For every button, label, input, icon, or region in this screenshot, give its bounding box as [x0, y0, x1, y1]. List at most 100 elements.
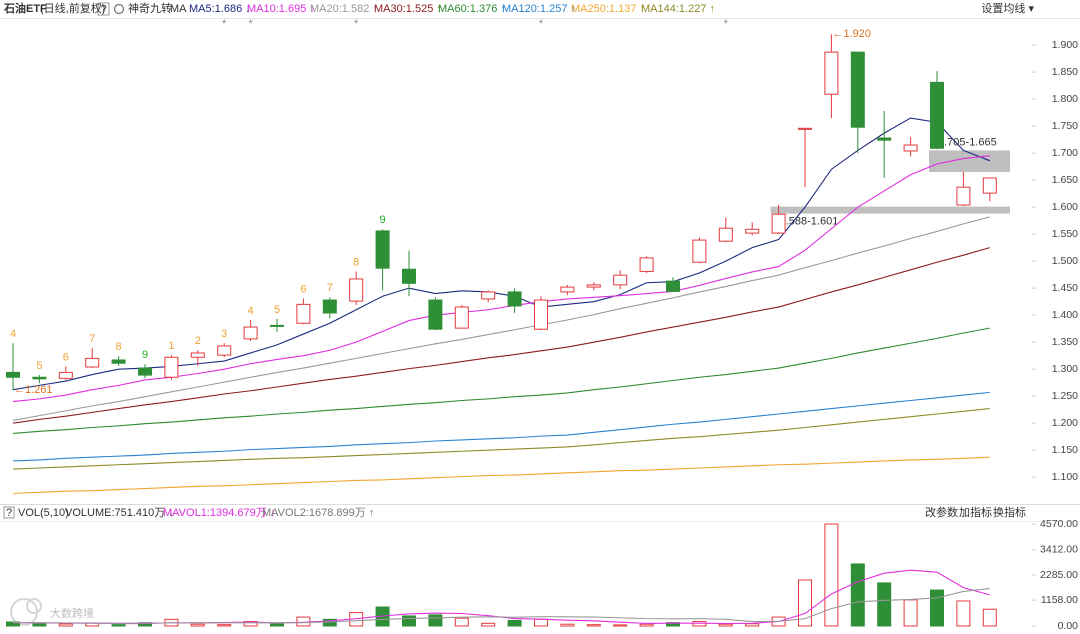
candle-body [798, 127, 812, 130]
y-tick-label: 1158.00 [1041, 594, 1078, 606]
legend-entry: MA10:1.695 ↑ [247, 3, 315, 15]
y-tick-label: 1.550 [1052, 228, 1078, 240]
td-label: 9 [380, 214, 386, 226]
y-tick-label: 1.700 [1052, 147, 1078, 159]
candle-body [692, 239, 707, 263]
candle-body [824, 51, 839, 95]
volume-bar [454, 617, 469, 627]
candle-body [613, 274, 628, 286]
td-label: 1 [168, 340, 174, 352]
candle-body [903, 144, 918, 152]
indicator-label: 神奇九转 [128, 1, 172, 15]
volume-title: VOL(5,10) [18, 507, 69, 519]
candle-body [375, 230, 390, 269]
extreme-label: ←1.920 [832, 28, 871, 40]
candle-body [560, 286, 575, 293]
price-zone [929, 150, 1010, 173]
y-tick-label: 1.150 [1052, 444, 1078, 456]
marker-star: * [248, 18, 253, 30]
volume-bar [58, 623, 73, 627]
candle-body [6, 371, 20, 378]
ma-line [12, 216, 990, 422]
candle-body [507, 291, 522, 307]
marker-star: * [724, 18, 729, 30]
y-tick-label: 1.250 [1052, 390, 1078, 402]
volume-bar [270, 623, 284, 627]
candle-body [982, 177, 997, 194]
y-tick-label: 1.200 [1052, 417, 1078, 429]
legend-entry: VOLUME:751.410万 ↓ [65, 507, 174, 519]
y-tick-label: 1.750 [1052, 120, 1078, 132]
volume-bar [428, 614, 443, 627]
help-box[interactable] [97, 2, 110, 16]
candle-body [534, 299, 548, 330]
legend-entry: MA144:1.227 ↑ [641, 3, 715, 15]
volume-bar [560, 623, 575, 627]
volume-bar [586, 624, 601, 627]
candle-body [718, 227, 733, 242]
candle-body [349, 278, 364, 302]
td-label: 9 [142, 349, 148, 361]
ma-line [12, 408, 990, 470]
candle-body [454, 306, 469, 329]
volume-bar [903, 599, 918, 627]
legend-entry: MA5:1.686 ↓ [189, 3, 251, 15]
ma-line [12, 391, 990, 462]
candle-body [745, 228, 760, 234]
help[interactable]: ? [6, 507, 12, 519]
candle-body [138, 367, 152, 376]
chart-subtitle: (日线,前复权) [40, 1, 105, 15]
y-tick-label: 3412.00 [1040, 544, 1078, 556]
settings-icon[interactable] [113, 3, 125, 15]
td-label: 5 [36, 360, 42, 372]
candle-body [481, 291, 496, 300]
y-tick-label: 4570.00 [1040, 518, 1078, 530]
y-tick-label: 0.00 [1058, 620, 1079, 632]
y-tick-label: 1.600 [1052, 201, 1078, 213]
toolbar-button[interactable]: 加指标 [959, 505, 992, 519]
volume-bar [824, 523, 839, 627]
td-label: 7 [89, 333, 95, 345]
marker-star: * [539, 18, 544, 30]
chart-title: 石油ETF [3, 1, 47, 15]
y-tick-label: 2285.00 [1040, 569, 1078, 581]
candle-body [956, 186, 971, 206]
candle-body [402, 268, 416, 284]
y-tick-label: 1.650 [1052, 174, 1078, 186]
volume-bar [639, 623, 654, 627]
candle-body [190, 352, 205, 358]
ma-label: MA [170, 3, 187, 15]
td-label: 2 [195, 335, 201, 347]
y-tick-label: 1.800 [1052, 93, 1078, 105]
help-box[interactable] [3, 506, 15, 519]
volume-bar [534, 618, 548, 627]
candle-body [58, 371, 73, 379]
help[interactable]: ? [100, 3, 106, 15]
volume-bar [32, 623, 47, 627]
toolbar-button[interactable]: 改参数 [925, 505, 958, 519]
td-label: 6 [63, 351, 69, 363]
td-label: 5 [274, 304, 280, 316]
td-label: 8 [353, 256, 359, 268]
legend-entry: MA60:1.376 ↑ [438, 3, 506, 15]
toolbar-button[interactable]: 换指标 [993, 505, 1026, 519]
td-label: 4 [10, 328, 16, 340]
volume-bar [745, 623, 760, 627]
ma-line [12, 327, 990, 434]
candle-body [111, 359, 126, 364]
candle-body [771, 213, 786, 234]
candle-body [85, 357, 100, 368]
candle-body [164, 356, 179, 378]
td-label: 8 [116, 341, 122, 353]
y-tick-label: 1.350 [1052, 336, 1078, 348]
legend-entry: MAVOL2:1678.899万 ↑ [262, 507, 374, 519]
ma-line [12, 456, 990, 494]
candle-body [666, 280, 680, 292]
candle-body [428, 299, 443, 330]
y-tick-label: 1.500 [1052, 255, 1078, 267]
settings-button[interactable]: 设置均线 ▾ [981, 1, 1034, 15]
y-tick-label: 1.850 [1052, 66, 1078, 78]
marker-star: * [354, 18, 359, 30]
td-label: 3 [221, 328, 227, 340]
